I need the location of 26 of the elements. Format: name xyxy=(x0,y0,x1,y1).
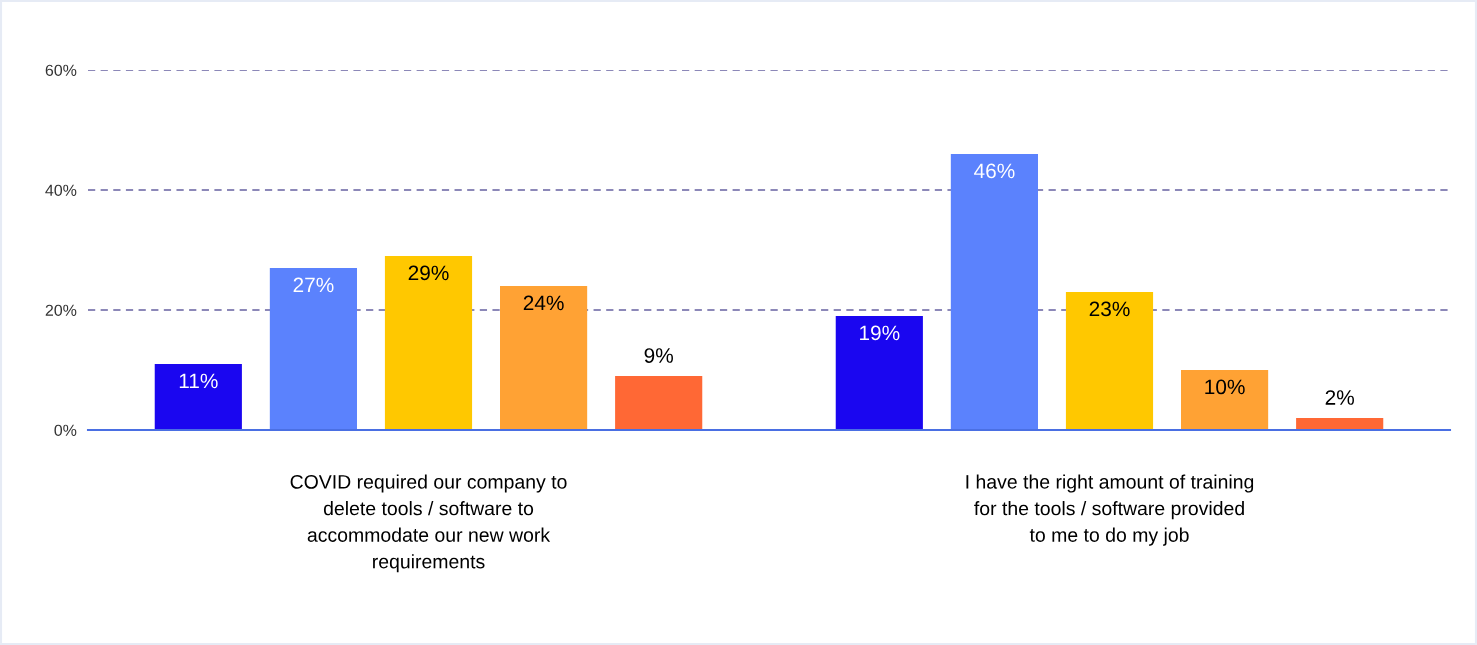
data-label: 2% xyxy=(1325,390,1354,405)
bar xyxy=(950,154,1038,430)
bar xyxy=(1065,292,1154,430)
bar xyxy=(615,376,703,430)
bar xyxy=(154,364,242,430)
data-label: 29% xyxy=(408,265,449,281)
data-label: 19% xyxy=(860,325,900,341)
bar xyxy=(269,268,357,430)
data-label: 9% xyxy=(644,348,673,363)
bar xyxy=(384,256,473,430)
bar xyxy=(500,286,588,430)
data-label: 23% xyxy=(1089,301,1130,317)
data-label: 10% xyxy=(1205,379,1245,395)
y-tick-label: 0% xyxy=(54,424,77,436)
x-tick-label: COVID required our company to delete tools / software to accommodate our new work requirements xyxy=(290,474,567,573)
bar xyxy=(835,316,923,430)
bar xyxy=(1296,418,1384,430)
data-label: 24% xyxy=(523,295,564,311)
data-label: 46% xyxy=(974,163,1015,179)
data-label: 27% xyxy=(293,277,334,293)
data-label: 11% xyxy=(179,373,218,389)
y-tick-label: 20% xyxy=(45,304,77,316)
y-tick-label: 60% xyxy=(45,64,77,76)
x-tick-label: I have the right amount of training for the tools / software provided to me to do my job xyxy=(966,474,1254,546)
y-tick-label: 40% xyxy=(45,184,77,196)
bar xyxy=(1181,370,1269,430)
